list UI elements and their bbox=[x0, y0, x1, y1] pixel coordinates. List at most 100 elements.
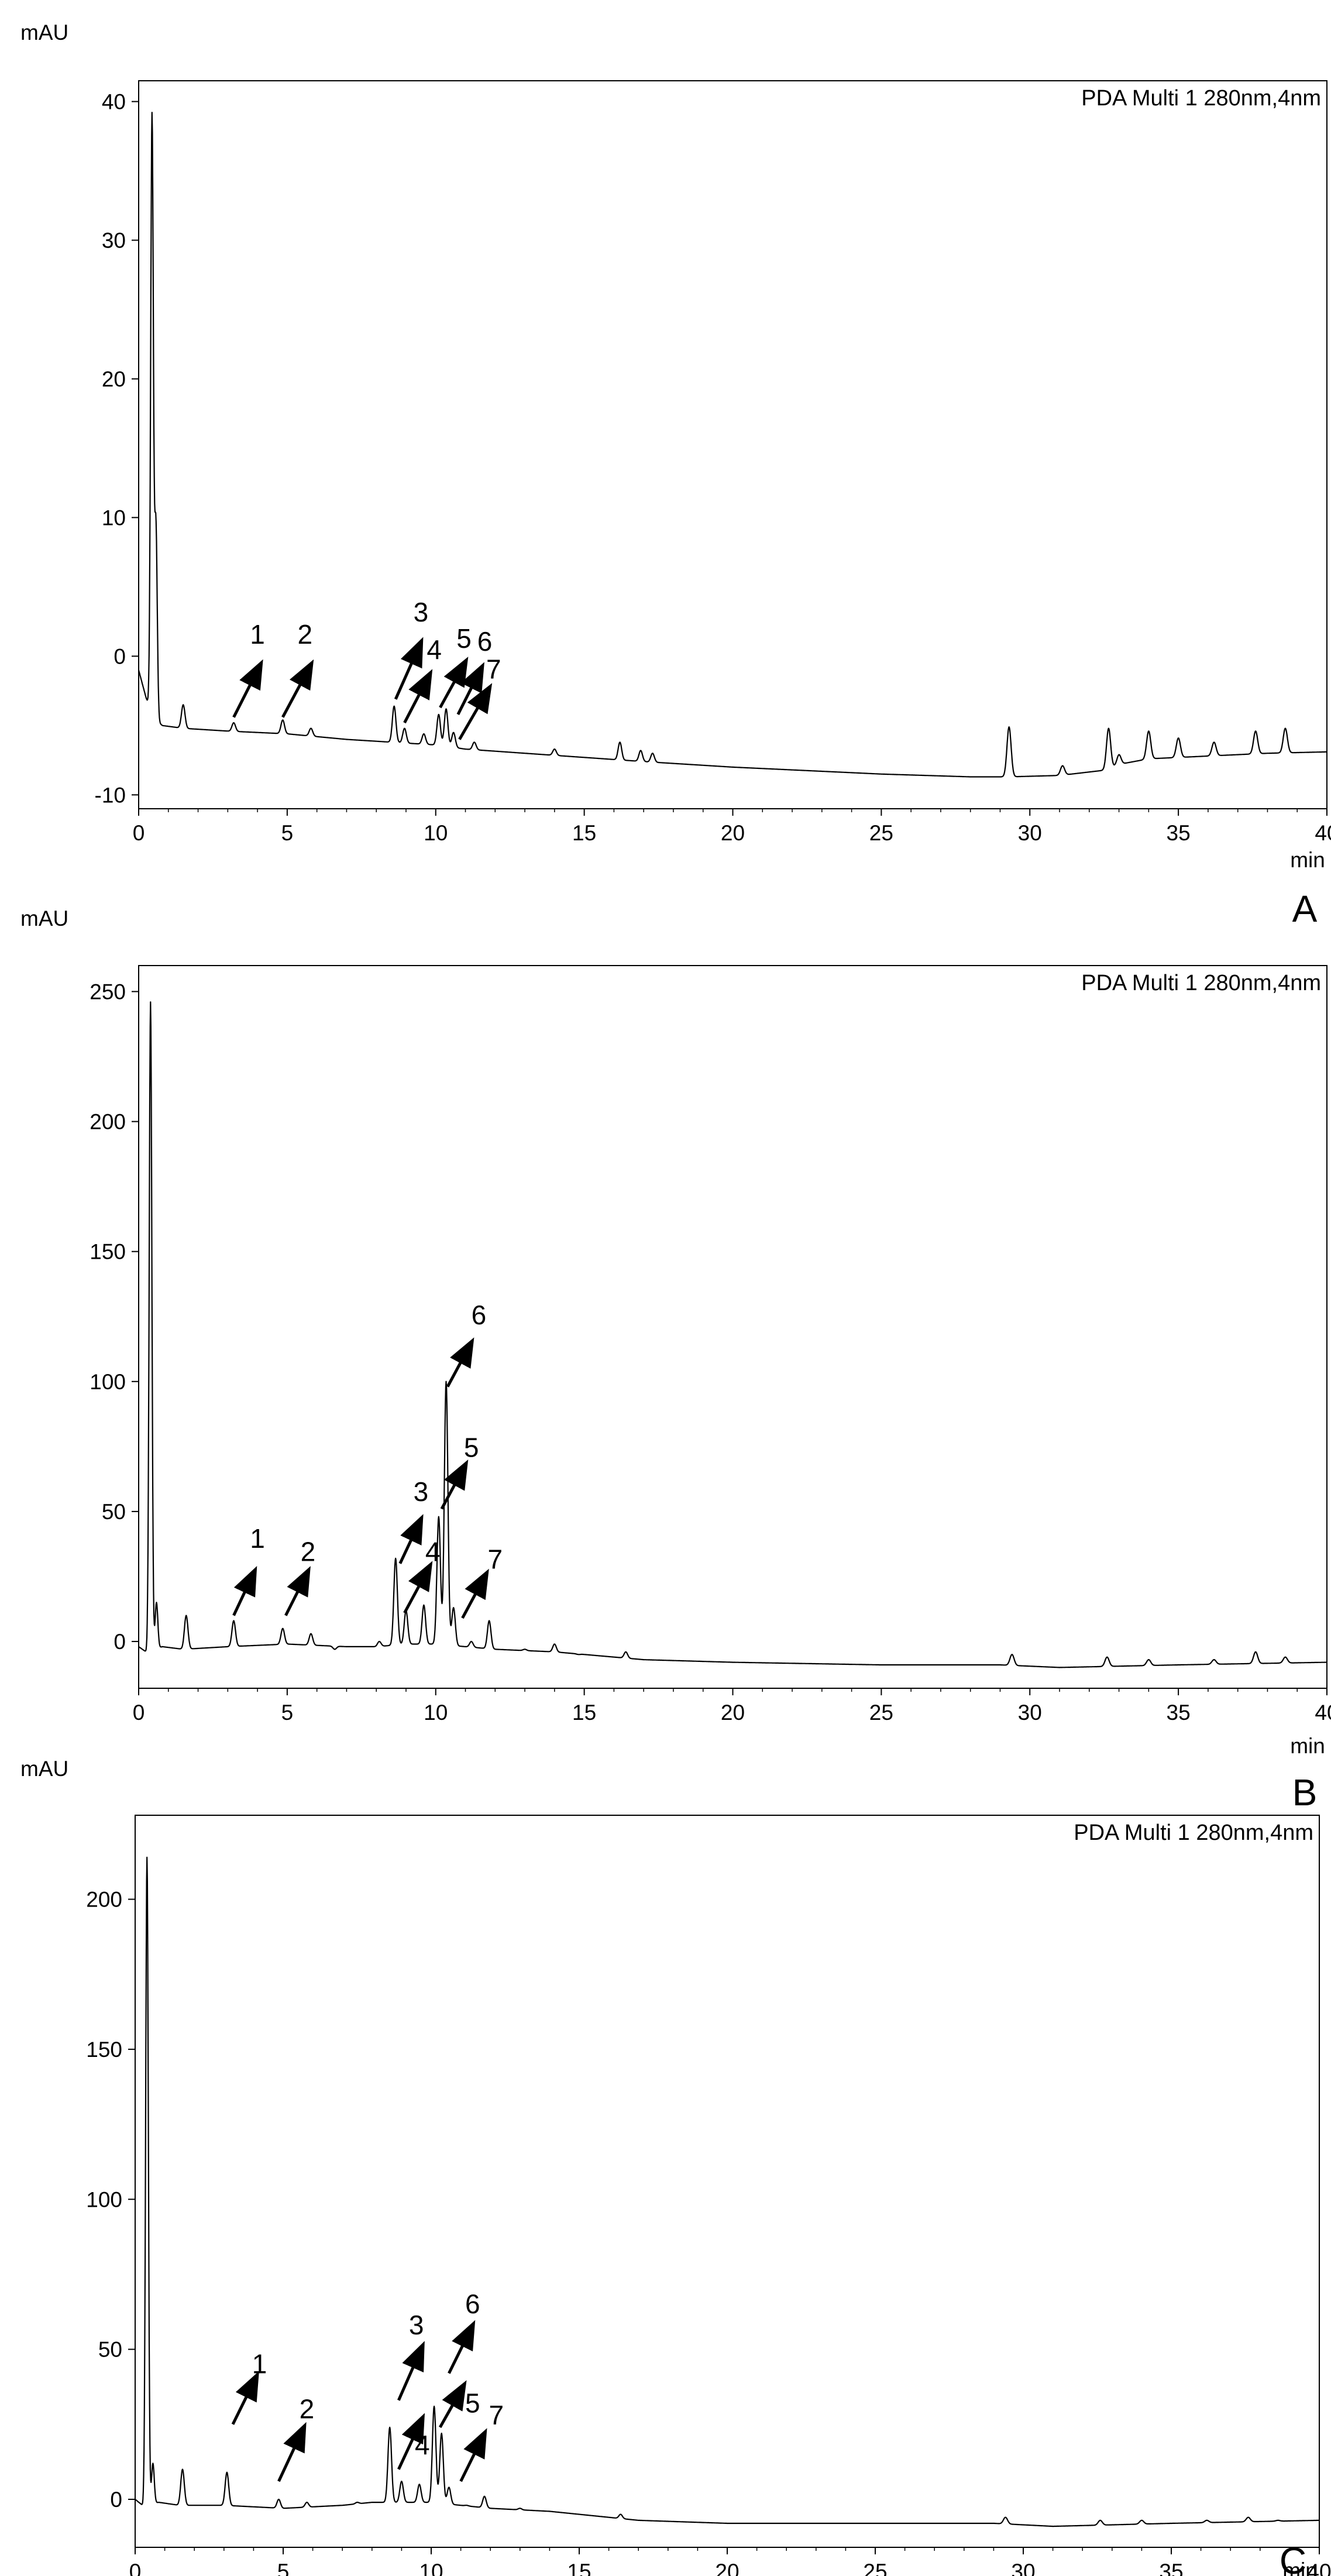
y-tick-label: 50 bbox=[98, 2338, 122, 2362]
peak-label-4: 4 bbox=[425, 1536, 441, 1567]
y-tick-label: -10 bbox=[95, 783, 126, 807]
x-tick-label: 35 bbox=[1167, 821, 1191, 845]
x-tick-label: 40 bbox=[1307, 2560, 1331, 2576]
y-tick-label: 0 bbox=[114, 644, 126, 668]
x-tick-label: 15 bbox=[567, 2560, 591, 2576]
series-label: PDA Multi 1 280nm,4nm bbox=[1081, 86, 1321, 111]
x-tick-label: 0 bbox=[129, 2560, 142, 2576]
peak-label-1: 1 bbox=[250, 619, 265, 650]
x-tick-label: 20 bbox=[721, 821, 745, 845]
y-axis-unit: mAU bbox=[20, 1757, 68, 1781]
peak-label-5: 5 bbox=[464, 1433, 479, 1463]
y-tick-label: 20 bbox=[102, 367, 126, 391]
y-axis-unit: mAU bbox=[20, 20, 68, 44]
peak-arrow-3 bbox=[397, 2341, 425, 2401]
peak-label-6: 6 bbox=[477, 626, 493, 657]
chart-panel-b: 0 50 100 150 200 250 0 5 10 15 20 25 30 35 40 mAU min PDA… bbox=[20, 906, 1331, 1813]
y-tick-label: 0 bbox=[110, 2488, 122, 2512]
peak-arrow-5 bbox=[439, 2380, 467, 2429]
peak-arrow-7 bbox=[458, 683, 493, 740]
y-tick-label: 200 bbox=[90, 1110, 126, 1134]
peak-label-4: 4 bbox=[427, 634, 442, 665]
peak-label-3: 3 bbox=[409, 2310, 424, 2340]
x-tick-label: 5 bbox=[281, 821, 294, 845]
chromatogram-trace bbox=[137, 112, 1327, 778]
y-tick-label: 100 bbox=[86, 2187, 122, 2211]
x-tick-label: 35 bbox=[1167, 1701, 1191, 1725]
x-tick-label: 30 bbox=[1018, 1701, 1042, 1725]
peak-arrow-5 bbox=[439, 657, 469, 709]
x-tick-label: 15 bbox=[572, 821, 596, 845]
x-axis-unit: min bbox=[1290, 1734, 1325, 1758]
peak-arrow-1 bbox=[232, 1566, 257, 1616]
y-tick-label: 100 bbox=[90, 1370, 126, 1394]
x-tick-label: 15 bbox=[572, 1701, 596, 1725]
x-tick-label: 10 bbox=[424, 821, 448, 845]
peak-label-1: 1 bbox=[252, 2349, 267, 2379]
x-tick-label: 40 bbox=[1315, 1701, 1331, 1725]
peak-label-1: 1 bbox=[250, 1523, 265, 1554]
y-tick-label: 150 bbox=[90, 1240, 126, 1264]
peak-arrow-4 bbox=[397, 2413, 425, 2470]
y-tick-label: 250 bbox=[90, 980, 126, 1004]
chart-panel-a: -100102030400510152025303540mAUminPDA Mu… bbox=[20, 20, 1331, 930]
peak-arrow-7 bbox=[461, 1568, 489, 1619]
x-tick-label: 5 bbox=[277, 2560, 290, 2576]
plot-frame bbox=[138, 80, 1327, 809]
chromatogram-trace bbox=[135, 1856, 1320, 2527]
peak-label-5: 5 bbox=[456, 623, 472, 654]
peak-arrow-1 bbox=[232, 659, 263, 718]
y-tick-label: 30 bbox=[102, 228, 126, 252]
peak-arrow-6 bbox=[448, 2320, 476, 2374]
chromatogram-trace bbox=[138, 1001, 1327, 1668]
peak-label-7: 7 bbox=[489, 2400, 504, 2430]
x-tick-label: 25 bbox=[869, 1701, 893, 1725]
peak-arrow-5 bbox=[440, 1459, 469, 1510]
panel-letter: B bbox=[1292, 1771, 1318, 1813]
x-tick-label: 25 bbox=[869, 821, 893, 845]
peak-label-6: 6 bbox=[472, 1300, 487, 1330]
peak-label-5: 5 bbox=[465, 2388, 480, 2418]
x-tick-label: 40 bbox=[1315, 821, 1331, 845]
peak-arrow-2 bbox=[284, 1566, 311, 1616]
plot-frame bbox=[138, 965, 1327, 1689]
peak-label-2: 2 bbox=[298, 619, 313, 650]
peak-label-3: 3 bbox=[414, 597, 429, 627]
x-tick-label: 20 bbox=[721, 1701, 745, 1725]
x-tick-label: 10 bbox=[424, 1701, 448, 1725]
peak-label-2: 2 bbox=[300, 2394, 315, 2424]
peak-arrow-3 bbox=[398, 1514, 424, 1564]
y-tick-label: 200 bbox=[86, 1888, 122, 1912]
peak-arrow-2 bbox=[277, 2422, 307, 2482]
y-tick-label: 50 bbox=[102, 1500, 126, 1524]
series-label: PDA Multi 1 280nm,4nm bbox=[1074, 1821, 1313, 1845]
peak-label-4: 4 bbox=[415, 2430, 430, 2460]
y-tick-label: 0 bbox=[114, 1630, 126, 1654]
peak-arrow-3 bbox=[394, 637, 424, 700]
peak-arrow-6 bbox=[446, 1337, 474, 1387]
peak-arrow-2 bbox=[281, 659, 314, 718]
peak-label-2: 2 bbox=[301, 1536, 316, 1567]
x-tick-label: 0 bbox=[133, 821, 145, 845]
x-tick-label: 20 bbox=[715, 2560, 739, 2576]
x-tick-label: 10 bbox=[419, 2560, 443, 2576]
peak-arrow-4 bbox=[403, 669, 433, 724]
series-label: PDA Multi 1 280nm,4nm bbox=[1081, 971, 1321, 995]
peak-label-7: 7 bbox=[486, 654, 501, 684]
panel-letter: A bbox=[1292, 888, 1318, 930]
peak-arrow-4 bbox=[403, 1561, 433, 1614]
x-tick-label: 35 bbox=[1159, 2560, 1183, 2576]
x-tick-label: 25 bbox=[863, 2560, 887, 2576]
peak-arrow-7 bbox=[459, 2428, 487, 2482]
panel-letter: C bbox=[1280, 2540, 1306, 2576]
peak-label-6: 6 bbox=[465, 2289, 480, 2319]
y-tick-label: 10 bbox=[102, 506, 126, 530]
plot-frame bbox=[135, 1815, 1320, 2548]
x-tick-label: 30 bbox=[1018, 821, 1042, 845]
y-axis-unit: mAU bbox=[20, 906, 68, 930]
peak-label-7: 7 bbox=[488, 1544, 503, 1575]
x-tick-label: 0 bbox=[133, 1701, 145, 1725]
peak-label-3: 3 bbox=[414, 1476, 429, 1507]
